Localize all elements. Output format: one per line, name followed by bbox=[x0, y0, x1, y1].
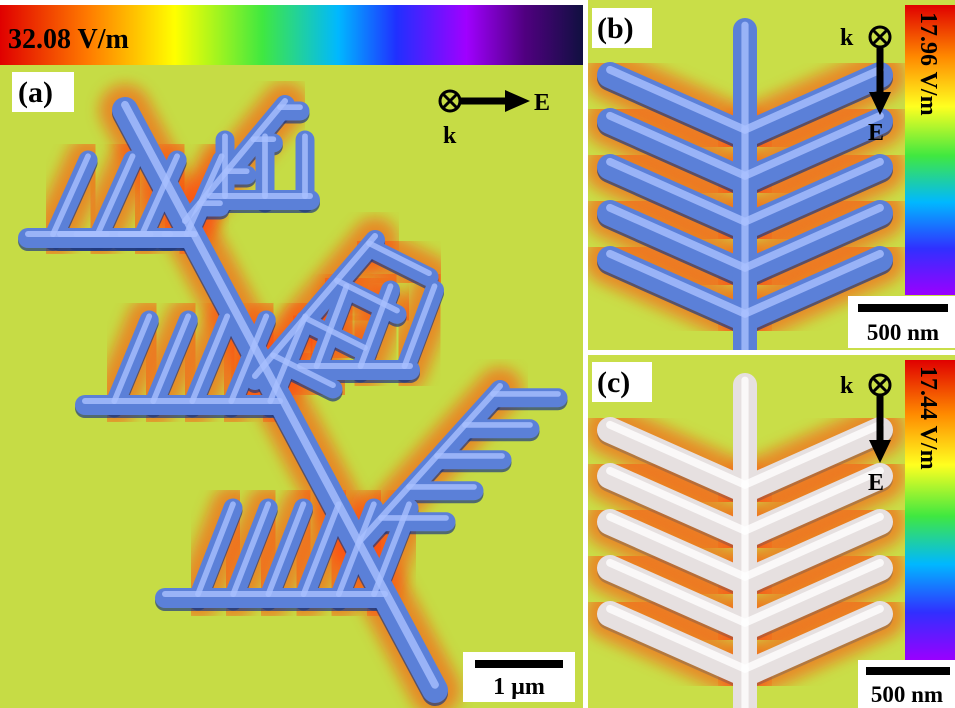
scale-bar bbox=[858, 304, 948, 312]
field-label: E bbox=[868, 120, 884, 146]
field-label: E bbox=[868, 470, 884, 496]
figure: 32.08 V/m 17.96 V/m 17.44 V/m (a) (b) (c… bbox=[0, 0, 955, 708]
colorbar-label: 17.96 V/m bbox=[915, 12, 941, 116]
dendrite-c bbox=[610, 380, 880, 708]
wave-vector-label: k bbox=[840, 373, 854, 399]
panel-label: (a) bbox=[18, 76, 53, 109]
scale-label: 1 µm bbox=[493, 674, 545, 700]
scale-bar bbox=[866, 667, 950, 675]
panel-label: (c) bbox=[597, 366, 630, 399]
wave-vector-label: k bbox=[840, 25, 854, 51]
panel-label: (b) bbox=[597, 12, 634, 45]
wave-vector-label: k bbox=[443, 123, 457, 149]
scale-label: 500 nm bbox=[871, 682, 943, 707]
colorbar-label: 32.08 V/m bbox=[8, 24, 129, 55]
scale-bar bbox=[475, 660, 563, 668]
colorbar-label: 17.44 V/m bbox=[915, 366, 941, 470]
field-label: E bbox=[534, 90, 550, 116]
scale-label: 500 nm bbox=[867, 320, 939, 345]
